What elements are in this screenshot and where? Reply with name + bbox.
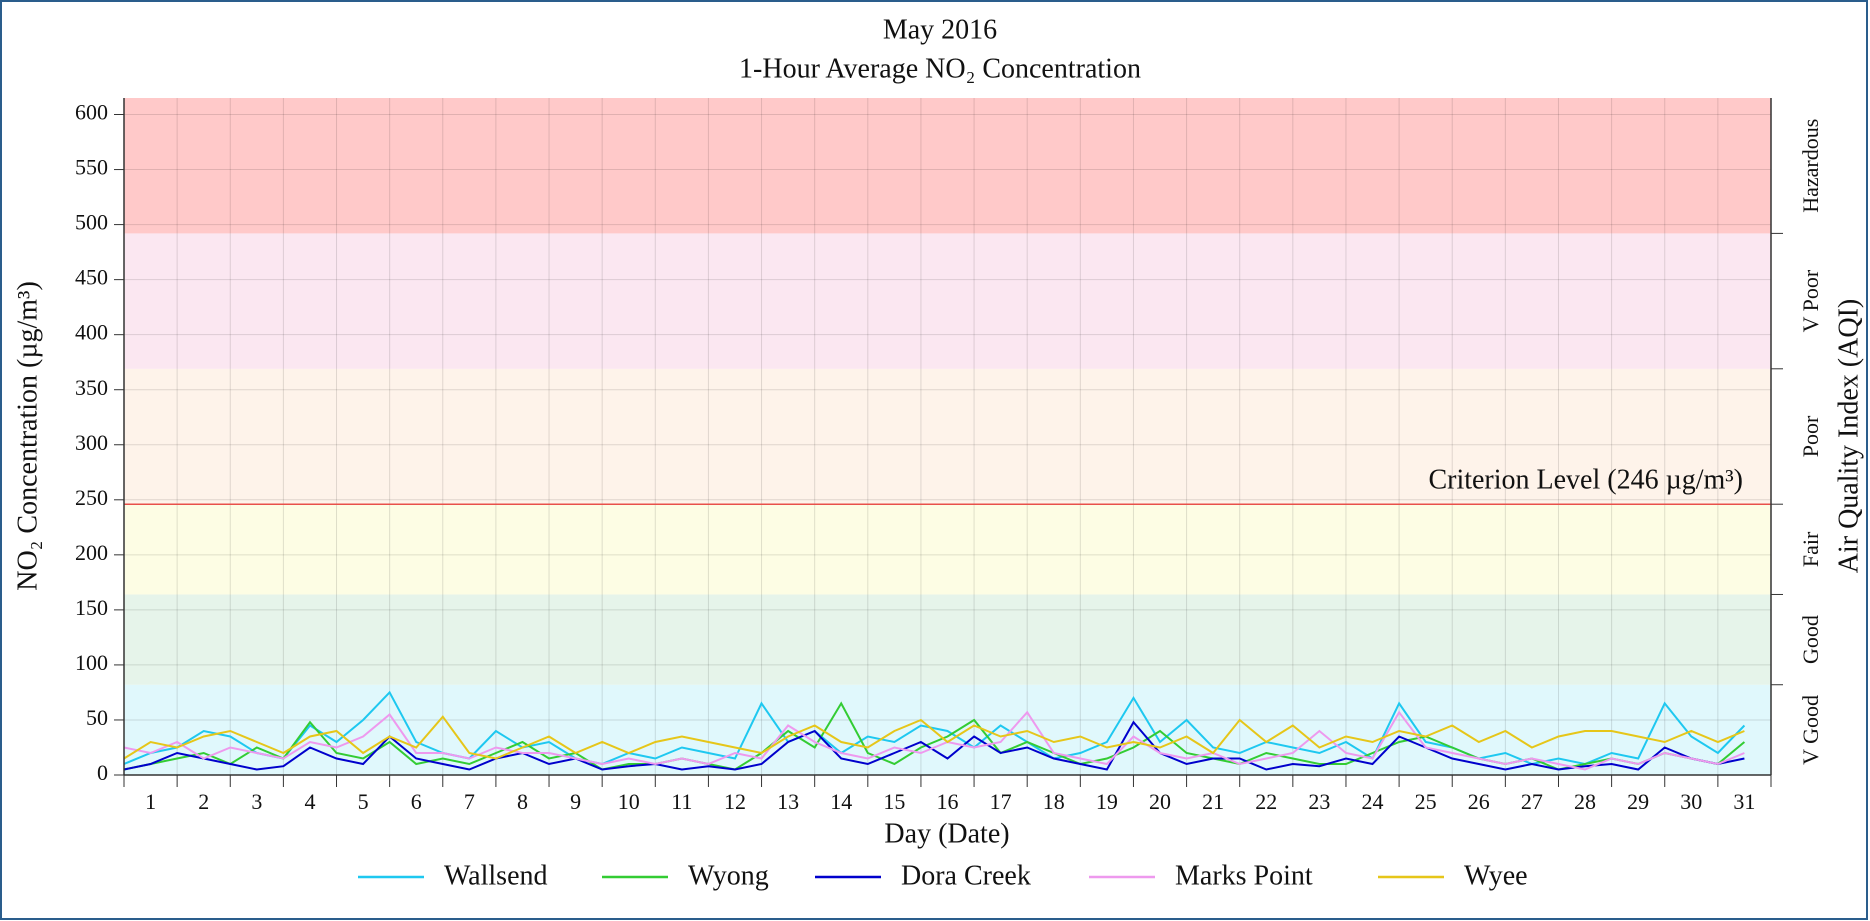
x-tick-label: 3 (251, 789, 262, 814)
aqi-band (124, 368, 1771, 505)
x-tick-label: 18 (1043, 789, 1065, 814)
x-tick-label: 7 (464, 789, 475, 814)
x-tick-label: 2 (198, 789, 209, 814)
aqi-band (124, 684, 1771, 775)
x-tick-label: 1 (145, 789, 156, 814)
legend-label: Wyee (1464, 860, 1528, 891)
x-tick-label: 20 (1149, 789, 1171, 814)
aqi-band-label: Good (1798, 615, 1823, 664)
x-tick-label: 30 (1680, 789, 1702, 814)
x-tick-label: 10 (618, 789, 640, 814)
y-tick-label: 550 (75, 155, 108, 180)
x-tick-label: 13 (777, 789, 799, 814)
x-tick-label: 21 (1202, 789, 1224, 814)
aqi-band-label: Hazardous (1798, 119, 1823, 213)
x-axis-title: Day (Date) (884, 818, 1009, 849)
y-tick-label: 300 (75, 430, 108, 455)
y-tick-label: 200 (75, 540, 108, 565)
aqi-band-label: V Good (1798, 695, 1823, 765)
aqi-band-label: Fair (1798, 531, 1823, 567)
series-line (123, 710, 1745, 771)
x-tick-label: 25 (1415, 789, 1437, 814)
aqi-band (124, 98, 1771, 234)
aqi-band-label: V Poor (1798, 269, 1823, 332)
x-tick-label: 23 (1308, 789, 1330, 814)
y-tick-label: 350 (75, 375, 108, 400)
series-line (123, 715, 1745, 760)
y-tick-label: 400 (75, 320, 108, 345)
x-tick-label: 24 (1362, 789, 1384, 814)
criterion-label: Criterion Level (246 µg/m³) (1428, 465, 1743, 496)
y-tick-label: 450 (75, 265, 108, 290)
y-tick-label: 100 (75, 650, 108, 675)
y-tick-label: 500 (75, 210, 108, 235)
x-tick-label: 5 (358, 789, 369, 814)
x-tick-label: 27 (1521, 789, 1543, 814)
legend-label: Wyong (688, 860, 769, 891)
x-tick-label: 28 (1574, 789, 1596, 814)
series-line (123, 720, 1745, 771)
x-tick-label: 29 (1627, 789, 1649, 814)
x-tick-label: 22 (1255, 789, 1277, 814)
y-tick-label: 150 (75, 595, 108, 620)
legend-label: Wallsend (444, 860, 548, 891)
x-tick-label: 15 (883, 789, 905, 814)
x-tick-label: 12 (724, 789, 746, 814)
x-tick-label: 8 (517, 789, 528, 814)
x-tick-label: 17 (990, 789, 1012, 814)
x-tick-label: 26 (1468, 789, 1490, 814)
aqi-band (124, 233, 1771, 369)
x-tick-label: 9 (570, 789, 581, 814)
x-tick-label: 11 (671, 789, 692, 814)
y-tick-label: 250 (75, 485, 108, 510)
x-tick-label: 4 (304, 789, 315, 814)
x-tick-label: 14 (830, 789, 852, 814)
legend-label: Dora Creek (901, 860, 1031, 891)
x-tick-label: 6 (411, 789, 422, 814)
y-tick-label: 600 (75, 100, 108, 125)
y-axis-title: NO₂ Concentration (µg/m³) (12, 281, 43, 591)
y2-axis-title: Air Quality Index (AQI) (1833, 299, 1864, 573)
chart-title: May 2016 (883, 14, 997, 45)
y-tick-label: 50 (86, 705, 108, 730)
legend-label: Marks Point (1175, 860, 1313, 891)
aqi-band (124, 594, 1771, 685)
x-tick-label: 19 (1096, 789, 1118, 814)
y-tick-label: 0 (97, 760, 108, 785)
aqi-band-label: Poor (1798, 415, 1823, 457)
chart-subtitle: 1-Hour Average NO₂ Concentration (739, 53, 1141, 84)
x-tick-label: 31 (1733, 789, 1755, 814)
aqi-band (124, 504, 1771, 595)
x-tick-label: 16 (937, 789, 959, 814)
